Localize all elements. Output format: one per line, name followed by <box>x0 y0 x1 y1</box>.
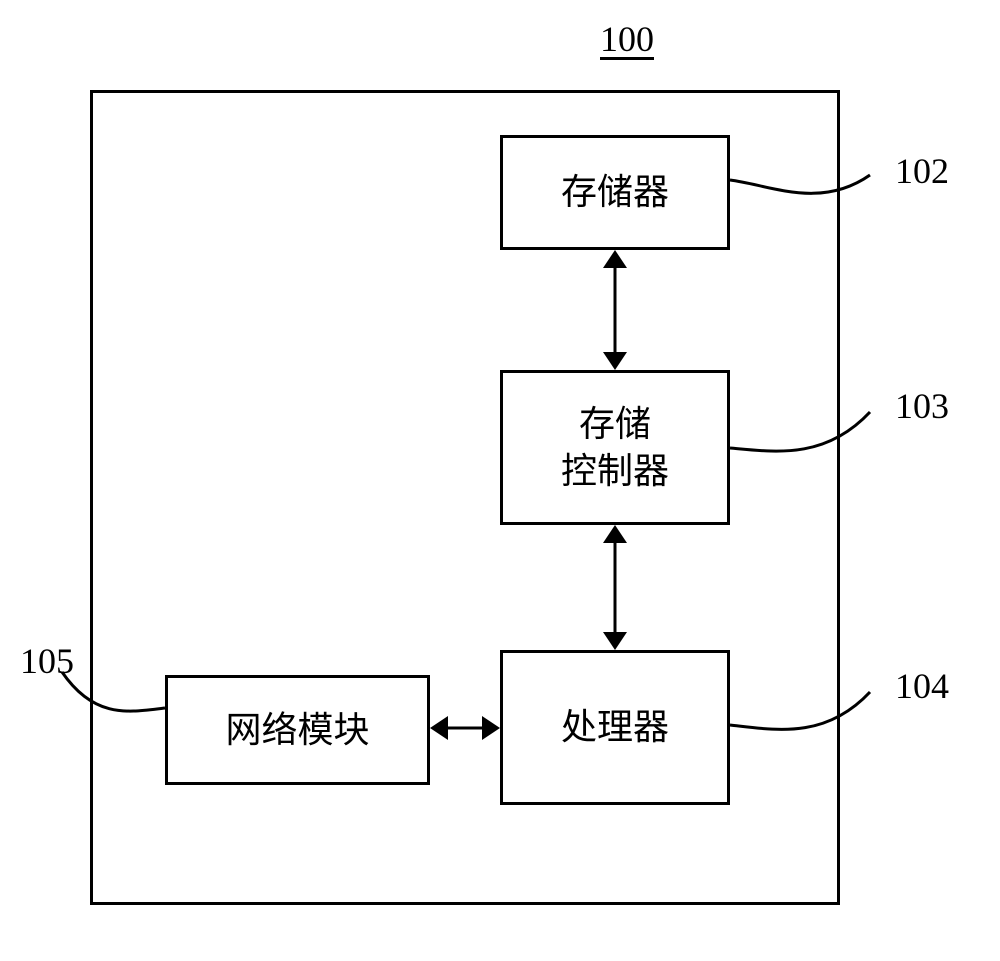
callout-105-leader <box>0 0 1000 961</box>
